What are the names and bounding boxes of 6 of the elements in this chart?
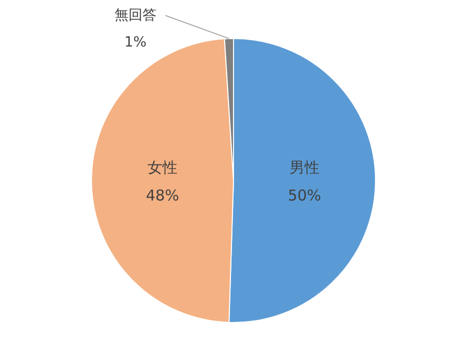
data-label: 48% xyxy=(146,186,180,205)
data-label: 50% xyxy=(288,186,322,205)
slice-label: 男性 xyxy=(289,158,320,177)
slice-label: 無回答 xyxy=(114,8,156,24)
slice-label: 女性 xyxy=(148,158,178,177)
data-label: 1% xyxy=(124,34,147,50)
